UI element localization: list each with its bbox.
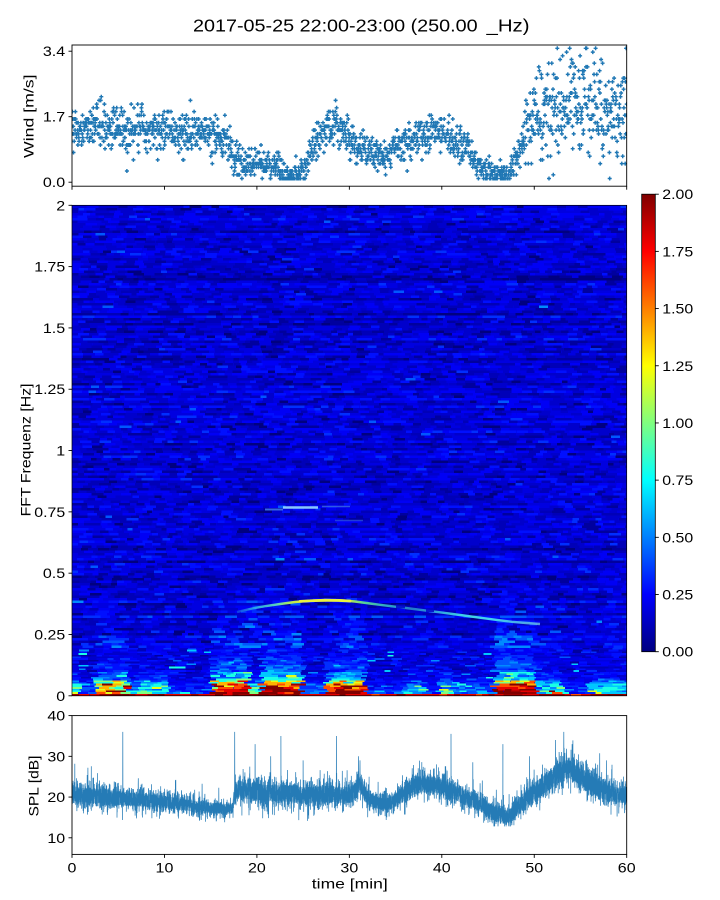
- svg-text:2017-05-25 22:00-23:00 (250.00: 2017-05-25 22:00-23:00 (250.00: [193, 15, 478, 35]
- svg-text:10: 10: [47, 830, 65, 846]
- svg-text:1.7: 1.7: [43, 109, 66, 125]
- svg-text:1: 1: [56, 443, 65, 459]
- svg-text:1.75: 1.75: [34, 259, 65, 275]
- svg-text:0: 0: [56, 688, 65, 704]
- svg-text:20: 20: [47, 789, 65, 805]
- svg-text:20: 20: [248, 860, 266, 876]
- svg-text:_Hz): _Hz): [485, 15, 529, 35]
- svg-text:2.00: 2.00: [662, 186, 693, 202]
- svg-text:FFT Frequenz [Hz]: FFT Frequenz [Hz]: [17, 383, 33, 516]
- svg-text:0.25: 0.25: [662, 587, 693, 603]
- svg-text:50: 50: [525, 860, 543, 876]
- svg-text:0.00: 0.00: [662, 644, 693, 660]
- svg-text:1.25: 1.25: [662, 358, 693, 374]
- svg-text:3.4: 3.4: [43, 43, 66, 59]
- svg-text:30: 30: [340, 860, 358, 876]
- svg-text:1.50: 1.50: [662, 301, 693, 317]
- svg-text:0.75: 0.75: [662, 472, 693, 488]
- svg-text:0.5: 0.5: [43, 565, 66, 581]
- svg-text:0.25: 0.25: [34, 626, 65, 642]
- svg-text:0.50: 0.50: [662, 529, 693, 545]
- svg-text:time [min]: time [min]: [312, 876, 388, 892]
- svg-text:0: 0: [68, 860, 77, 876]
- svg-text:30: 30: [47, 748, 65, 764]
- svg-text:10: 10: [156, 860, 174, 876]
- svg-text:0.0: 0.0: [43, 174, 66, 190]
- svg-text:2: 2: [56, 197, 65, 213]
- svg-text:1.25: 1.25: [34, 381, 65, 397]
- svg-text:1.5: 1.5: [43, 320, 66, 336]
- svg-text:SPL [dB]: SPL [dB]: [26, 756, 42, 817]
- svg-text:1.00: 1.00: [662, 415, 693, 431]
- svg-text:60: 60: [618, 860, 636, 876]
- svg-text:Wind [m/s]: Wind [m/s]: [21, 74, 37, 158]
- svg-text:40: 40: [433, 860, 451, 876]
- svg-text:0.75: 0.75: [34, 504, 65, 520]
- svg-text:40: 40: [47, 708, 65, 724]
- svg-text:1.75: 1.75: [662, 243, 693, 259]
